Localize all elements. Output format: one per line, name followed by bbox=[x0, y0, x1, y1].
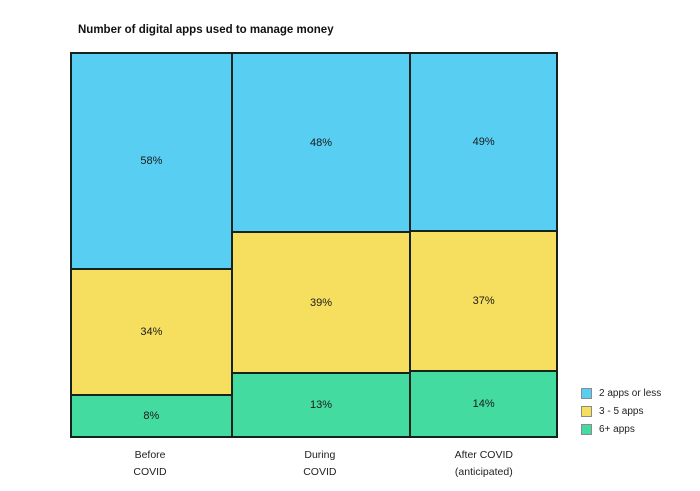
segment-2-apps-or-less: 48% bbox=[232, 54, 410, 232]
chart-plot: 58% 34% 8% 48% 39% 13% 49% 37% 14% bbox=[70, 52, 558, 438]
segment-value-label: 58% bbox=[140, 154, 163, 167]
chart-title: Number of digital apps used to manage mo… bbox=[78, 24, 334, 36]
legend: 2 apps or less 3 - 5 apps 6+ apps bbox=[581, 384, 661, 438]
segment-3-5-apps: 39% bbox=[232, 231, 410, 372]
legend-label: 2 apps or less bbox=[599, 387, 662, 399]
segment-2-apps-or-less: 58% bbox=[72, 54, 231, 268]
segment-value-label: 39% bbox=[310, 296, 333, 309]
segment-6+-apps: 13% bbox=[232, 371, 410, 436]
segment-6+-apps: 14% bbox=[411, 369, 556, 436]
segment-3-5-apps: 37% bbox=[411, 230, 556, 370]
segment-2-apps-or-less: 49% bbox=[411, 54, 556, 231]
legend-item: 3 - 5 apps bbox=[581, 402, 661, 420]
segment-value-label: 37% bbox=[472, 294, 495, 307]
segment-value-label: 49% bbox=[472, 136, 495, 149]
x-axis-label-1: Before COVID bbox=[133, 449, 167, 478]
segment-value-label: 34% bbox=[140, 325, 163, 338]
segment-value-label: 13% bbox=[310, 398, 333, 411]
bar-column-1: 58% 34% 8% bbox=[72, 54, 231, 436]
legend-item: 2 apps or less bbox=[581, 384, 661, 402]
segment-3-5-apps: 34% bbox=[72, 267, 231, 394]
legend-swatch-icon bbox=[581, 423, 592, 435]
legend-item: 6+ apps bbox=[581, 420, 661, 438]
x-axis-label-2: During COVID bbox=[303, 449, 337, 478]
segment-value-label: 14% bbox=[472, 397, 495, 410]
bar-column-2: 48% 39% 13% bbox=[230, 54, 410, 436]
legend-label: 6+ apps bbox=[599, 423, 635, 435]
bar-column-3: 49% 37% 14% bbox=[409, 54, 556, 436]
legend-swatch-icon bbox=[581, 387, 592, 399]
legend-swatch-icon bbox=[581, 405, 592, 417]
x-axis-labels: Before COVID During COVID After COVID (antici… bbox=[70, 447, 558, 487]
segment-value-label: 48% bbox=[310, 136, 333, 149]
segment-6+-apps: 8% bbox=[72, 393, 231, 436]
x-axis-label-3: After COVID (anticipated) bbox=[454, 449, 513, 478]
legend-label: 3 - 5 apps bbox=[599, 405, 644, 417]
segment-value-label: 8% bbox=[143, 409, 160, 422]
